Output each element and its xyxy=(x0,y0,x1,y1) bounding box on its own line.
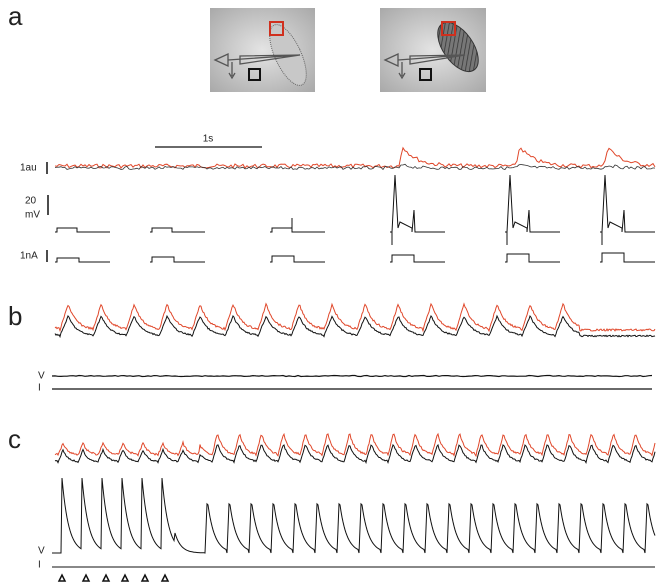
scale-label: 1nA xyxy=(20,251,38,262)
voltage-trace xyxy=(505,175,560,245)
trace-label: V xyxy=(38,371,45,382)
current-trace xyxy=(150,257,205,262)
voltage-trace xyxy=(52,376,652,377)
inset xyxy=(210,8,315,92)
scale-label: 20 xyxy=(25,196,37,207)
voltage-trace xyxy=(270,218,325,232)
voltage-trace xyxy=(52,478,655,553)
stimulus-marker xyxy=(83,575,89,581)
stimulus-marker xyxy=(162,575,168,581)
fluorescence-trace xyxy=(55,148,655,168)
current-trace xyxy=(390,255,445,262)
trace-label: I xyxy=(38,560,41,571)
scale-label: mV xyxy=(25,210,40,221)
stimulus-marker xyxy=(142,575,148,581)
inset xyxy=(380,8,486,92)
stimulus-marker xyxy=(103,575,109,581)
stimulus-marker xyxy=(59,575,65,581)
panel-label: b xyxy=(8,301,22,331)
voltage-trace xyxy=(600,175,655,245)
current-trace xyxy=(270,256,325,262)
voltage-trace xyxy=(55,228,110,232)
oscillation-trace xyxy=(55,316,655,337)
figure: a b c 1s 1au 20 mV 1nA V I V I xyxy=(0,0,665,583)
trace-label: I xyxy=(38,383,41,394)
stimulus-marker xyxy=(122,575,128,581)
panel-label: a xyxy=(8,1,23,31)
oscillation-trace xyxy=(55,304,655,331)
scale-label: 1s xyxy=(203,134,214,145)
current-trace xyxy=(600,253,655,262)
scale-label: 1au xyxy=(20,163,37,174)
oscillation-trace xyxy=(55,434,655,456)
current-trace xyxy=(505,254,560,262)
trace-label: V xyxy=(38,546,45,557)
panel-label: c xyxy=(8,424,21,454)
voltage-trace xyxy=(150,228,205,232)
current-trace xyxy=(55,258,110,262)
voltage-trace xyxy=(390,175,445,245)
